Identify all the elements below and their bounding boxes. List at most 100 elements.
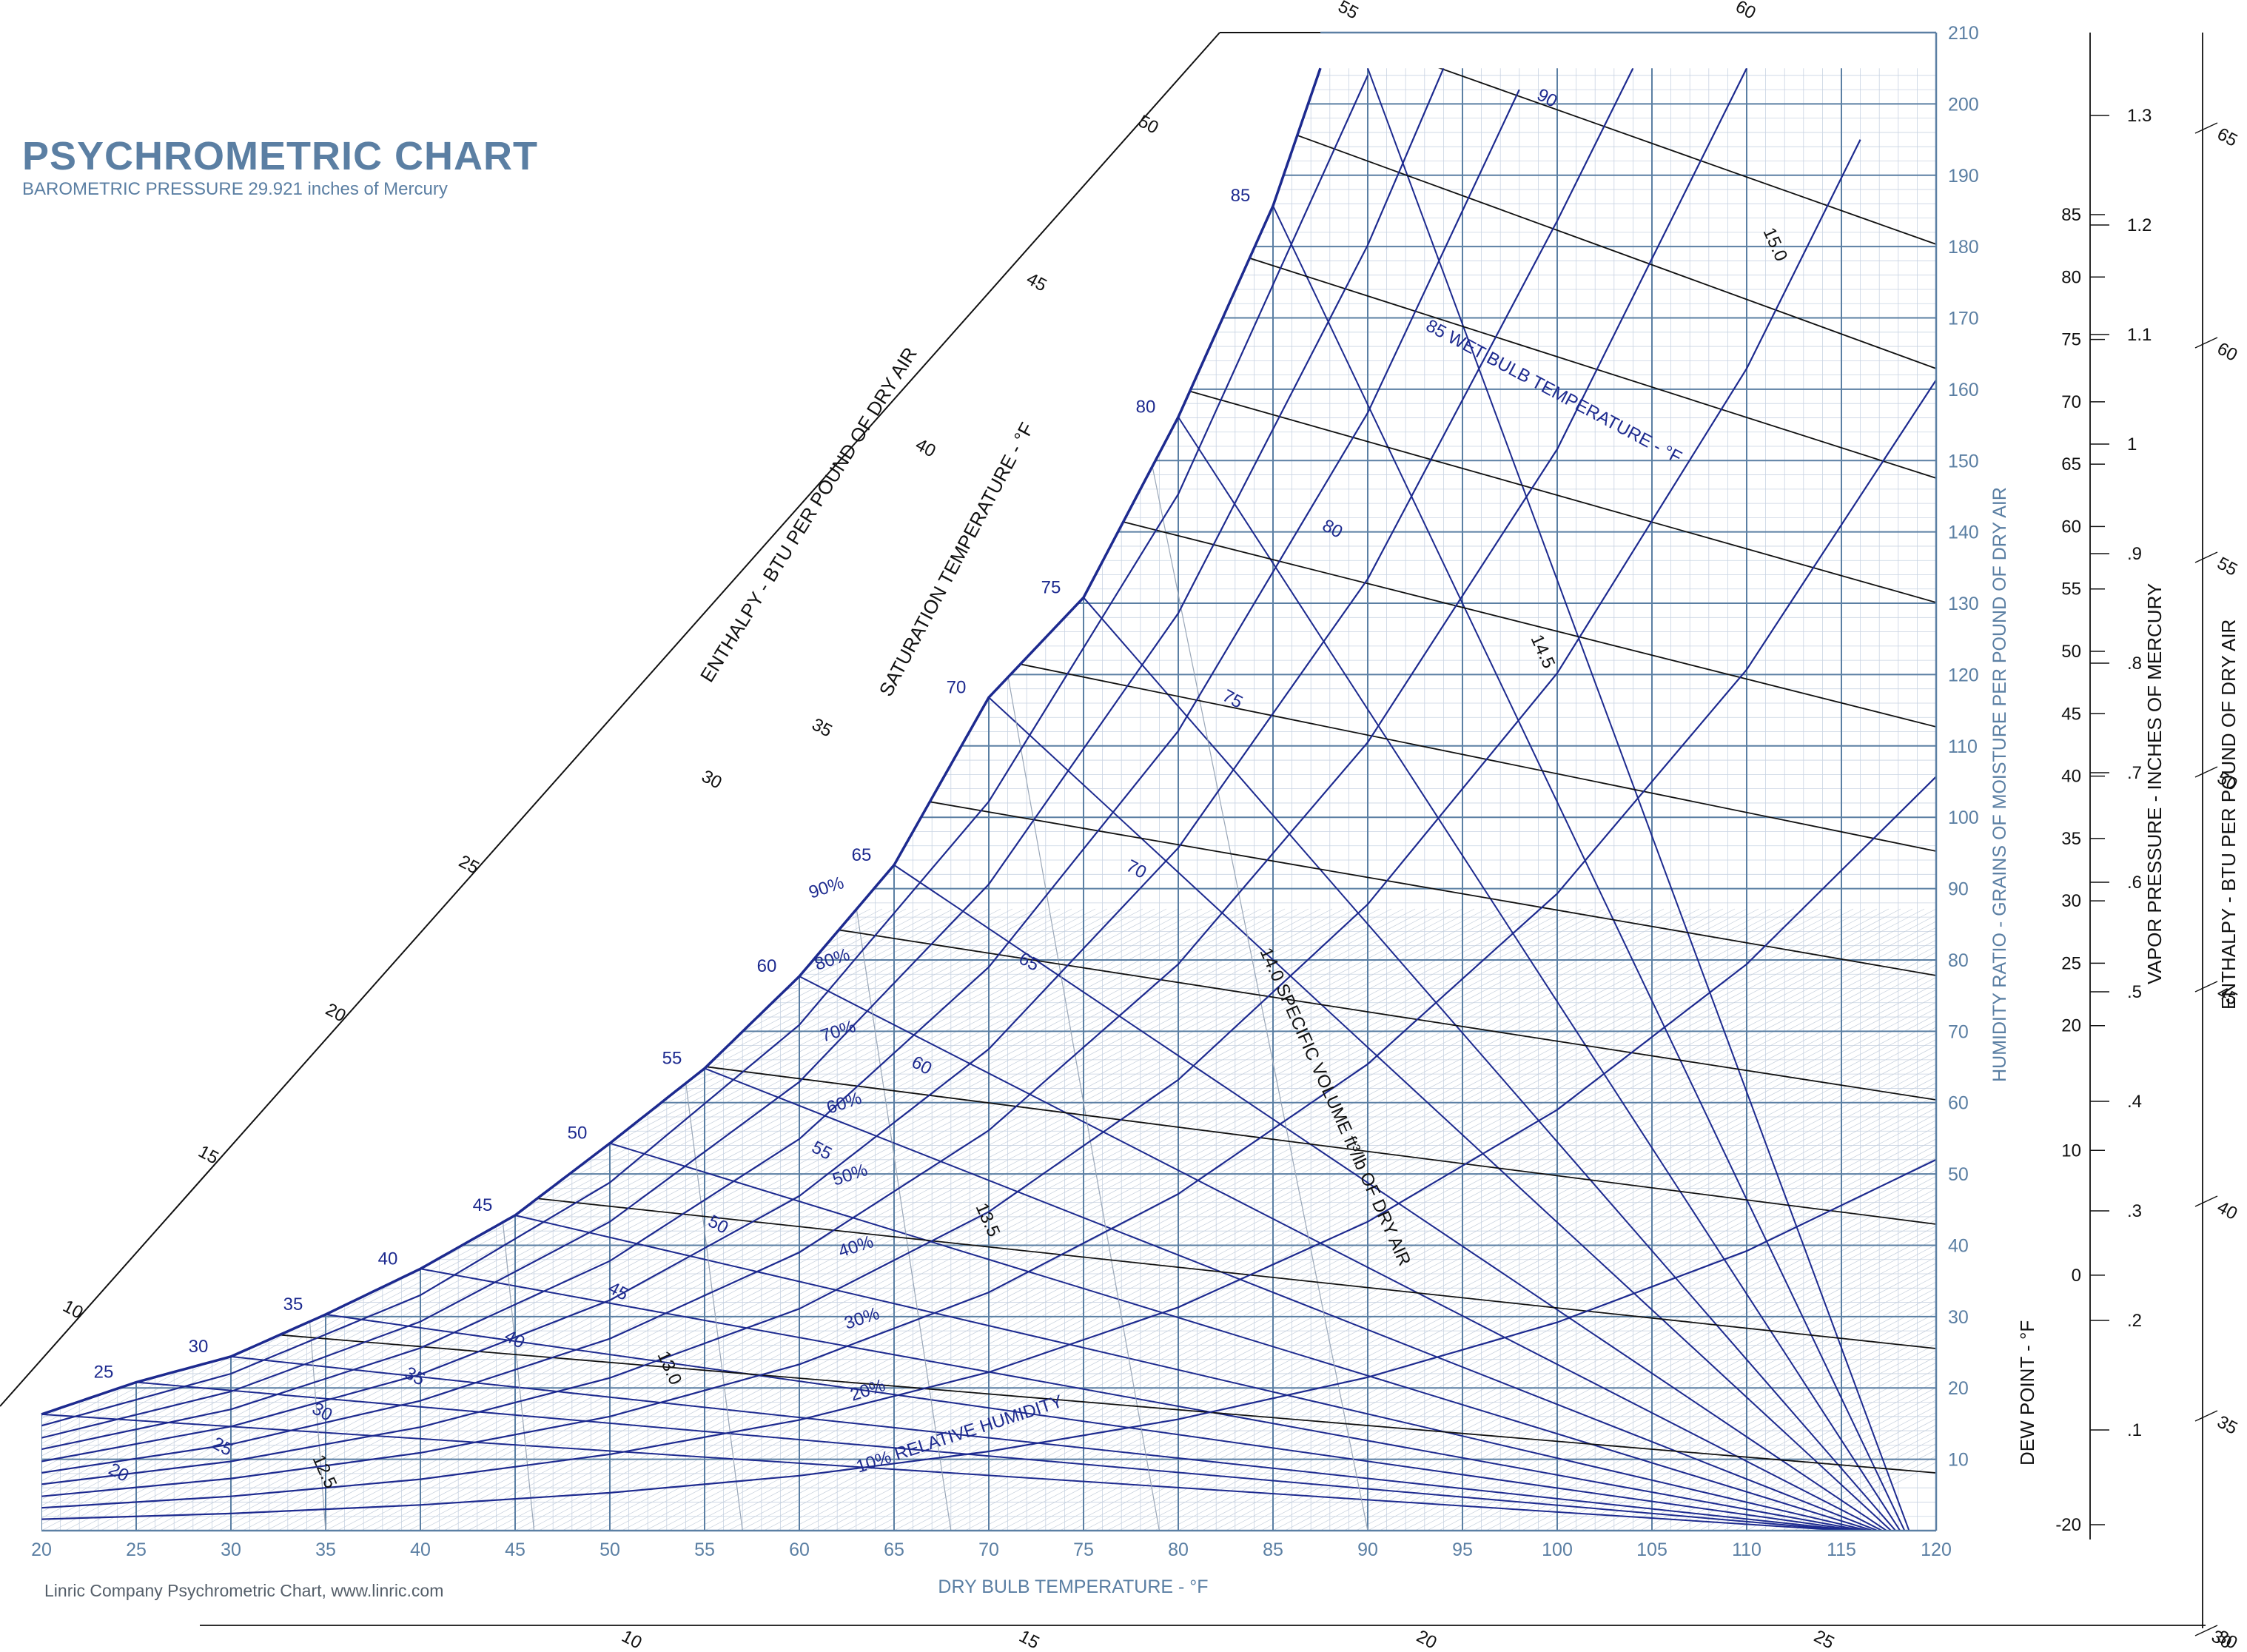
enthalpy-hatch-line — [1438, 908, 1936, 1531]
enthalpy-hatch-line — [1024, 908, 1936, 1531]
enthalpy-hatch-line — [1320, 908, 1936, 1531]
enthalpy-hatch-line — [431, 908, 1617, 1531]
x-tick-label: 80 — [1168, 1539, 1189, 1560]
enthalpy-hatch-line — [550, 908, 1736, 1531]
y-tick-label: 20 — [1948, 1378, 1969, 1399]
saturation-tick-label: 65 — [852, 845, 872, 865]
enthalpy-hatch-line — [503, 908, 1688, 1531]
saturation-tick-label: 60 — [757, 956, 777, 976]
enthalpy-hatch-line — [41, 908, 930, 1531]
y-tick-label: 180 — [1948, 237, 1979, 258]
enthalpy-hatch-line — [313, 908, 1499, 1531]
vapor-pressure-label: .2 — [2127, 1311, 2142, 1331]
dew-point-title: DEW POINT - °F — [2016, 1320, 2038, 1465]
enthalpy-hatch-line — [41, 908, 1155, 1531]
rh-curve-60pct — [41, 68, 1634, 1463]
wet-bulb-line — [1367, 68, 1936, 1531]
x-tick-label: 50 — [599, 1539, 620, 1560]
enthalpy-hatch-line — [526, 908, 1712, 1531]
vapor-pressure-label: .7 — [2127, 763, 2142, 783]
enthalpy-hatch-line — [834, 908, 1936, 1531]
saturation-tick-label: 25 — [94, 1363, 114, 1383]
enthalpy-label: 60 — [1732, 0, 1759, 24]
enthalpy-hatch-line — [1474, 908, 1936, 1531]
dew-point-label: 10 — [2061, 1141, 2081, 1161]
wet-bulb-label: 55 — [808, 1137, 835, 1164]
x-tick-label: 75 — [1073, 1539, 1094, 1560]
wet-bulb-line — [799, 976, 1936, 1531]
enthalpy-hatch-line — [1580, 908, 1936, 1531]
enthalpy-hatch-line — [668, 908, 1854, 1531]
enthalpy-hatch-line — [64, 908, 1250, 1531]
enthalpy-hatch-line — [881, 908, 1936, 1531]
wet-bulb-line — [1272, 205, 1936, 1531]
y-tick-label: 210 — [1948, 23, 1979, 44]
enthalpy-hatch-line — [822, 908, 1936, 1531]
enthalpy-hatch-line — [420, 908, 1605, 1531]
x-tick-label: 105 — [1636, 1539, 1667, 1560]
enthalpy-hatch-line — [41, 908, 895, 1531]
enthalpy-hatch-line — [1734, 908, 1936, 1531]
enthalpy-right-tick — [2194, 551, 2218, 563]
bottom-enthalpy-label: 15 — [1015, 1626, 1042, 1652]
enthalpy-right-tick — [2194, 1195, 2218, 1207]
enthalpy-hatch-line — [1166, 908, 1936, 1531]
saturation-tick-label: 70 — [947, 677, 967, 697]
rh-curve-90pct — [41, 75, 1369, 1427]
wet-bulb-label: 90 — [1534, 84, 1560, 111]
rh-percent-label: 90% — [807, 873, 847, 903]
enthalpy-hatch-line — [41, 908, 1179, 1531]
vapor-pressure-label: .1 — [2127, 1420, 2142, 1440]
enthalpy-hatch-line — [41, 908, 978, 1531]
y-tick-label: 200 — [1948, 94, 1979, 115]
enthalpy-hatch-line — [41, 908, 1167, 1531]
enthalpy-hatch-line — [372, 908, 1558, 1531]
enthalpy-hatch-line — [609, 908, 1795, 1531]
enthalpy-hatch-line — [1000, 908, 1936, 1531]
enthalpy-hatch-line — [159, 908, 1345, 1531]
enthalpy-hatch-line — [195, 908, 1380, 1531]
enthalpy-hatch-line — [1035, 908, 1936, 1531]
enthalpy-hatch-line — [1485, 908, 1936, 1531]
enthalpy-hatch-line — [514, 908, 1700, 1531]
enthalpy-hatch-line — [278, 908, 1463, 1531]
x-tick-label: 110 — [1732, 1539, 1761, 1560]
x-tick-label: 30 — [221, 1539, 241, 1560]
vapor-pressure-label: .8 — [2127, 654, 2142, 674]
x-tick-label: 95 — [1452, 1539, 1473, 1560]
enthalpy-hatch-line — [88, 908, 1274, 1531]
enthalpy-hatch-line — [597, 908, 1783, 1531]
enthalpy-hatch-line — [1130, 908, 1936, 1531]
wet-bulb-line — [230, 1355, 1936, 1531]
enthalpy-hatch-line — [183, 908, 1368, 1531]
vapor-pressure-label: 1 — [2127, 434, 2137, 454]
wet-bulb-line — [1178, 416, 1936, 1531]
enthalpy-label: 15 — [195, 1141, 221, 1168]
enthalpy-hatch-line — [76, 908, 1262, 1531]
enthalpy-guide-line — [606, 745, 1936, 976]
enthalpy-hatch-line — [704, 908, 1890, 1531]
specific-volume-label: 14.5 — [1527, 631, 1559, 671]
enthalpy-right-tick — [2194, 981, 2218, 993]
enthalpy-hatch-line — [953, 908, 1936, 1531]
y-tick-label: 130 — [1948, 594, 1979, 614]
enthalpy-hatch-line — [41, 908, 954, 1531]
y-tick-label: 40 — [1948, 1235, 1969, 1256]
wet-bulb-line — [420, 1268, 1936, 1531]
enthalpy-hatch-line — [1047, 908, 1936, 1531]
saturation-tick-label: 80 — [1136, 397, 1156, 417]
enthalpy-guide-line — [873, 458, 1936, 728]
enthalpy-hatch-line — [408, 908, 1593, 1531]
enthalpy-hatch-line — [858, 908, 1936, 1531]
enthalpy-hatch-line — [1592, 908, 1936, 1531]
enthalpy-label: 20 — [322, 999, 349, 1026]
enthalpy-hatch-line — [1391, 908, 1936, 1531]
vapor-pressure-label: .5 — [2127, 982, 2142, 1002]
dew-point-label: 85 — [2061, 205, 2081, 225]
x-tick-label: 70 — [978, 1539, 999, 1560]
enthalpy-hatch-line — [846, 908, 1936, 1531]
enthalpy-hatch-line — [645, 908, 1830, 1531]
x-tick-label: 45 — [505, 1539, 525, 1560]
enthalpy-hatch-line — [41, 908, 942, 1531]
enthalpy-hatch-line — [1379, 908, 1936, 1531]
